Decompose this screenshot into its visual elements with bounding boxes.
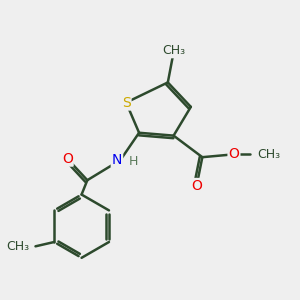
Text: O: O (229, 147, 239, 161)
Text: N: N (112, 153, 122, 167)
Text: S: S (122, 96, 130, 110)
Text: CH₃: CH₃ (162, 44, 185, 57)
Text: O: O (191, 179, 202, 193)
Text: H: H (129, 155, 138, 168)
Text: CH₃: CH₃ (7, 240, 30, 253)
Text: O: O (62, 152, 73, 166)
Text: CH₃: CH₃ (257, 148, 280, 161)
